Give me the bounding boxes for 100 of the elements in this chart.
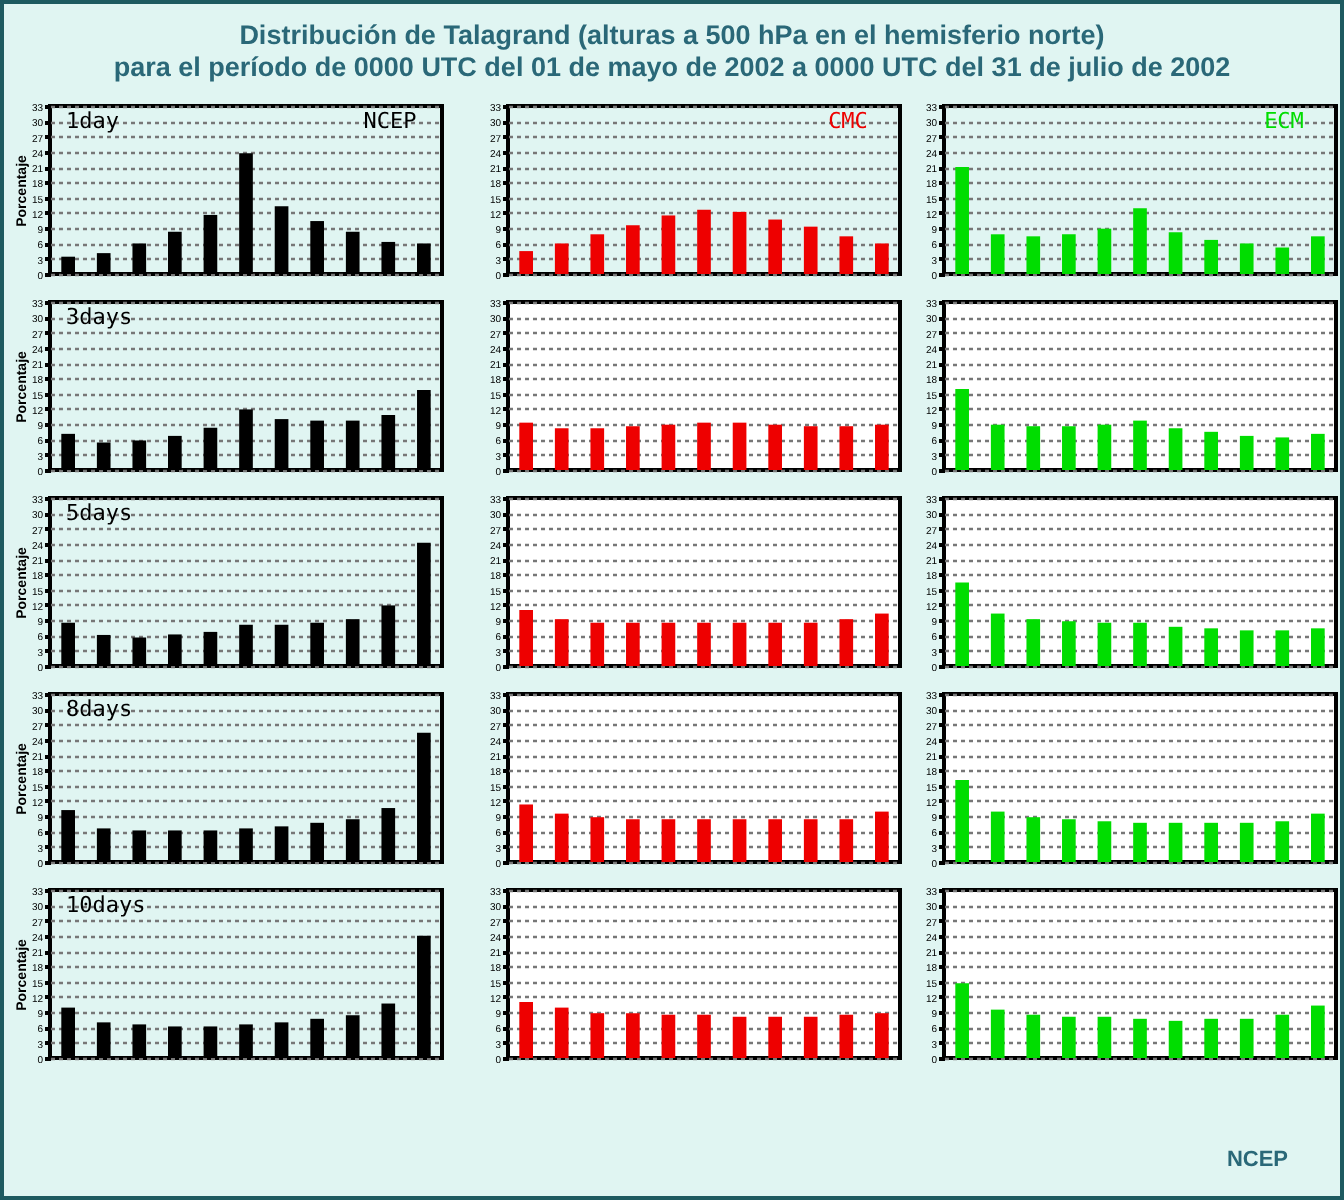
bar [990, 613, 1005, 666]
bar [875, 613, 889, 666]
bar [1204, 431, 1218, 470]
bar [1311, 236, 1325, 274]
text: para el período de 0000 UTC del 01 de mayo de 2002 a 0000 UTC del 31 de julio de 2002 [111, 52, 1233, 84]
bar [732, 1016, 747, 1058]
bar [1062, 426, 1076, 470]
bar [732, 622, 747, 666]
bar [554, 243, 569, 274]
bar [1097, 424, 1112, 470]
bar [839, 819, 854, 862]
bar [1097, 228, 1112, 274]
bar [554, 813, 569, 862]
annotation: 3days [66, 304, 133, 330]
bar [875, 243, 889, 274]
bar [1275, 1014, 1290, 1058]
bar [1239, 630, 1254, 666]
bar [519, 1002, 533, 1058]
bar [1062, 819, 1076, 862]
bar [1026, 619, 1041, 666]
bar [1239, 822, 1254, 862]
bar [519, 804, 533, 862]
bar [1204, 239, 1218, 274]
bar [1239, 435, 1254, 470]
bar [1133, 622, 1147, 666]
annotation: NCEP [363, 108, 418, 134]
bar [1275, 821, 1290, 862]
bar [1311, 813, 1325, 862]
bar [732, 819, 747, 862]
bar [1097, 622, 1112, 666]
bar [697, 209, 711, 274]
annotation: ECM [1264, 108, 1305, 134]
bar [990, 424, 1005, 470]
bar [990, 234, 1005, 274]
bar [803, 622, 818, 666]
annotation: 5days [66, 500, 133, 526]
bar [1168, 626, 1183, 666]
bar [1097, 821, 1112, 862]
bar [875, 1013, 889, 1058]
bar [1062, 234, 1076, 274]
bar [839, 619, 854, 666]
text: Distribución de Talagrand (alturas a 500 hPa en el hemisferio norte) [237, 20, 1107, 52]
bar [1239, 1018, 1254, 1058]
bar [1204, 822, 1218, 862]
bar [1062, 1016, 1076, 1058]
bar [1026, 426, 1041, 470]
bar [590, 234, 605, 274]
bar [803, 1016, 818, 1058]
bar [1204, 628, 1218, 666]
bar [519, 610, 533, 666]
bar [1275, 630, 1290, 666]
bar [1275, 247, 1290, 274]
bar [697, 622, 711, 666]
bar [1168, 428, 1183, 470]
bar [1239, 243, 1254, 274]
bar [955, 582, 969, 666]
bar [1275, 437, 1290, 470]
bar [955, 780, 969, 862]
annotation: 10days [66, 892, 146, 918]
bar [697, 819, 711, 862]
bar [590, 622, 605, 666]
bar [768, 819, 782, 862]
bar [990, 1009, 1005, 1058]
bar [1311, 628, 1325, 666]
annotation: 8days [66, 696, 133, 722]
bar [554, 619, 569, 666]
bar [955, 389, 969, 470]
bar [1026, 236, 1041, 274]
bar [626, 225, 640, 274]
bar [626, 622, 640, 666]
bar [803, 819, 818, 862]
bar [590, 817, 605, 862]
bar [1311, 1005, 1325, 1058]
bar [803, 226, 818, 274]
bar [768, 1016, 782, 1058]
bar [839, 236, 854, 274]
bar [1133, 1018, 1147, 1058]
bar [955, 167, 969, 274]
bar [626, 1013, 640, 1058]
text: NCEP [1226, 1148, 1288, 1172]
bar [626, 819, 640, 862]
bar [661, 1014, 676, 1058]
bar [955, 983, 969, 1058]
bar [1311, 433, 1325, 470]
bar [661, 819, 676, 862]
bar [661, 622, 676, 666]
bar [590, 1013, 605, 1058]
bar [768, 219, 782, 274]
bar [519, 251, 533, 274]
bar [1168, 822, 1183, 862]
bar [768, 622, 782, 666]
annotation: 1day [66, 108, 120, 134]
bar [875, 811, 889, 862]
bar [1204, 1018, 1218, 1058]
bar [697, 1014, 711, 1058]
bar [661, 215, 676, 274]
annotation: CMC [828, 108, 868, 134]
bar [1133, 822, 1147, 862]
bar [1133, 420, 1147, 470]
bar [1097, 1016, 1112, 1058]
